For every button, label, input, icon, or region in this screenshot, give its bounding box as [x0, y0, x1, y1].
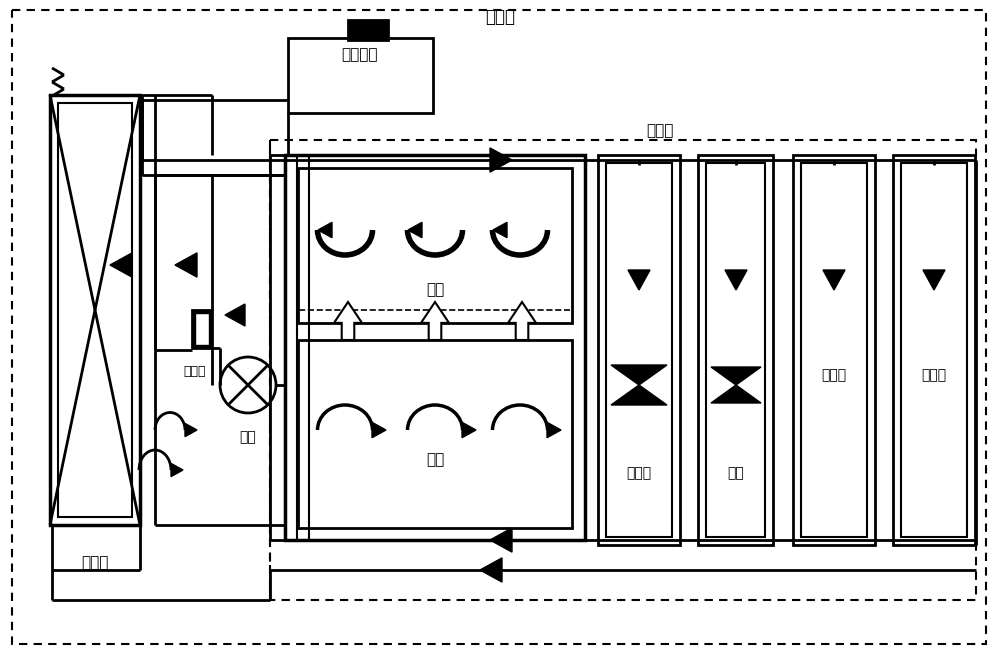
Polygon shape: [725, 270, 747, 290]
Polygon shape: [490, 148, 512, 172]
Polygon shape: [185, 423, 197, 437]
Polygon shape: [611, 365, 667, 385]
Bar: [901, 163, 967, 537]
Text: 节温器: 节温器: [184, 365, 206, 378]
Polygon shape: [923, 270, 945, 290]
Polygon shape: [628, 270, 650, 290]
Polygon shape: [490, 528, 512, 552]
Polygon shape: [508, 302, 536, 340]
Text: 缸体: 缸体: [426, 453, 444, 468]
Bar: [893, 155, 975, 545]
Polygon shape: [408, 222, 422, 237]
Bar: [50, 95, 140, 525]
Bar: [298, 168, 572, 323]
Bar: [58, 103, 132, 517]
Text: 缸盖: 缸盖: [426, 283, 444, 298]
Polygon shape: [225, 304, 245, 326]
Bar: [801, 163, 867, 537]
Bar: [192, 310, 212, 348]
Bar: [698, 155, 773, 545]
Bar: [288, 38, 433, 113]
Bar: [606, 163, 672, 537]
Bar: [285, 155, 585, 540]
Polygon shape: [171, 463, 183, 477]
Bar: [793, 155, 875, 545]
Polygon shape: [372, 422, 386, 438]
Text: 暖风: 暖风: [728, 466, 744, 480]
Bar: [270, 140, 976, 600]
Text: 膨胀水壶: 膨胀水壶: [342, 47, 378, 62]
Bar: [298, 340, 572, 528]
Text: 水泵: 水泵: [240, 430, 256, 444]
Polygon shape: [711, 367, 761, 385]
Polygon shape: [823, 270, 845, 290]
Polygon shape: [611, 385, 667, 405]
Bar: [598, 155, 680, 545]
Polygon shape: [421, 302, 449, 340]
Polygon shape: [547, 422, 561, 438]
Polygon shape: [110, 253, 132, 277]
Text: 气节门: 气节门: [921, 368, 947, 382]
Polygon shape: [711, 385, 761, 403]
Polygon shape: [318, 222, 332, 237]
Polygon shape: [480, 558, 502, 582]
Polygon shape: [334, 302, 362, 340]
Bar: [195, 313, 209, 345]
Text: 大循环: 大循环: [485, 8, 515, 26]
Polygon shape: [462, 422, 476, 438]
Bar: [706, 163, 765, 537]
Text: 增压器: 增压器: [821, 368, 847, 382]
Bar: [348, 20, 388, 40]
Text: 小循环: 小循环: [646, 123, 674, 138]
Text: 散热器: 散热器: [81, 555, 109, 570]
Text: 油冷器: 油冷器: [626, 466, 652, 480]
Polygon shape: [493, 222, 507, 237]
Polygon shape: [175, 253, 197, 277]
